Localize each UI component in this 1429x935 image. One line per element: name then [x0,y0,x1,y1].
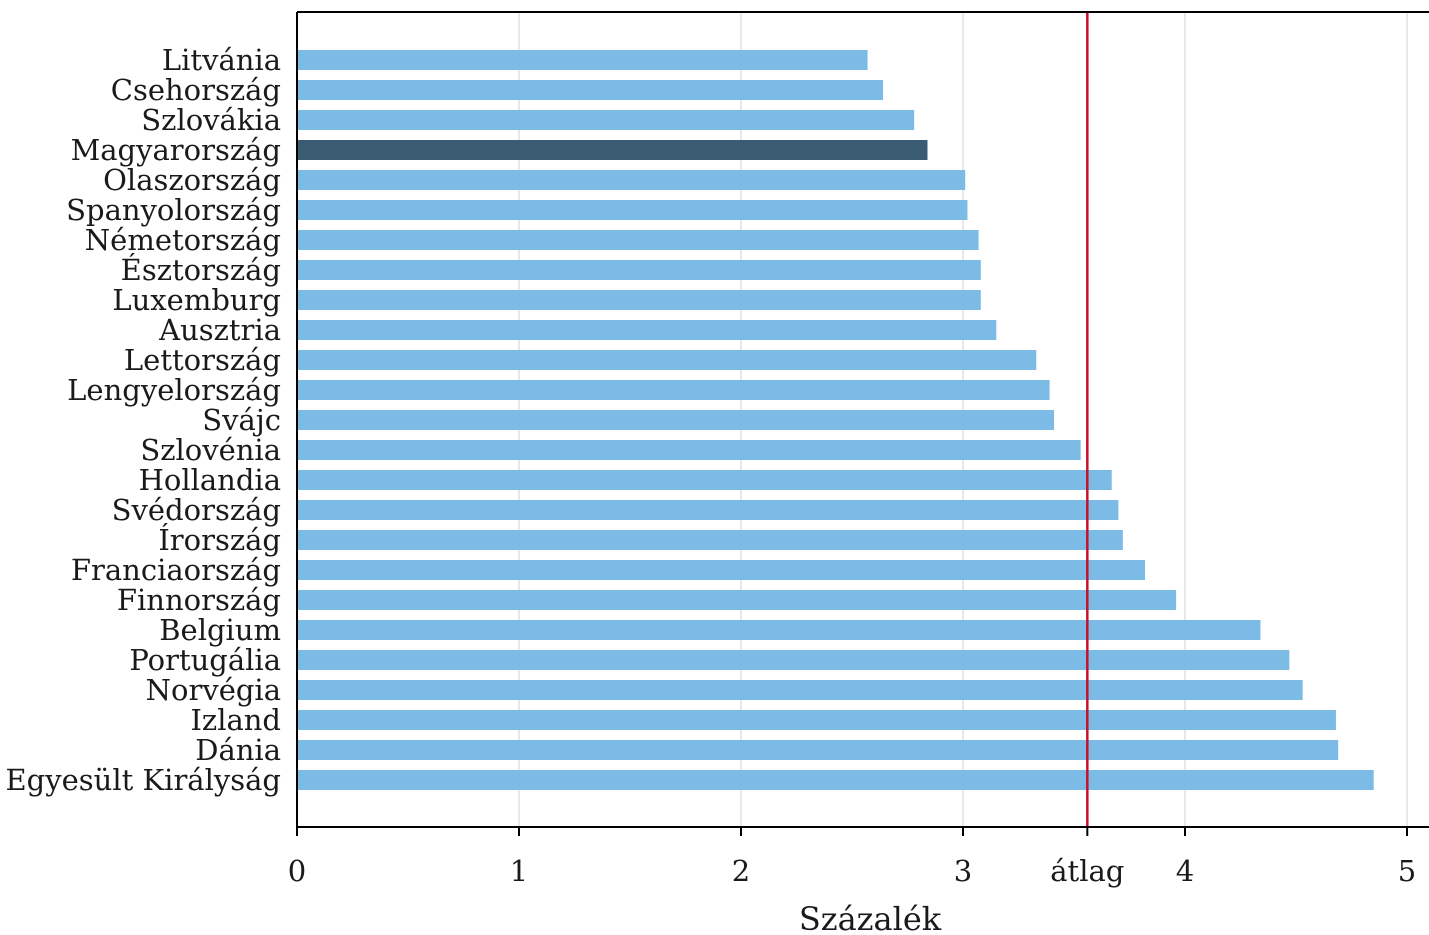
bar-4 [297,170,966,190]
bar-15 [297,500,1119,520]
category-label-18: Finnország [117,583,281,617]
bar-9 [297,320,997,340]
category-label-0: Litvánia [162,43,281,77]
category-label-5: Spanyolország [66,193,281,227]
category-label-17: Franciaország [71,553,281,587]
category-label-11: Lengyelország [67,373,281,407]
category-label-22: Izland [190,703,281,737]
category-label-10: Lettország [124,343,281,377]
x-tick-label-2: 2 [732,854,750,888]
x-axis-title: Százalék [799,900,942,935]
x-tick-label-4: 4 [1176,854,1194,888]
bar-20 [297,650,1290,670]
bar-23 [297,740,1339,760]
category-label-6: Németország [85,223,281,257]
bar-8 [297,290,981,310]
category-label-2: Szlovákia [141,103,281,137]
bar-17 [297,560,1146,580]
bar-0 [297,50,868,70]
axes [296,11,1429,828]
category-label-9: Ausztria [158,313,281,347]
bar-10 [297,350,1037,370]
bar-19 [297,620,1261,640]
category-label-1: Csehország [111,73,281,107]
bar-5 [297,200,968,220]
bar-24 [297,770,1374,790]
category-label-19: Belgium [159,613,281,647]
bar-7 [297,260,981,280]
category-label-14: Hollandia [139,463,281,497]
x-tick-label-5: 5 [1398,854,1416,888]
bar-18 [297,590,1177,610]
bar-3 [297,140,928,160]
bar-21 [297,680,1303,700]
category-label-8: Luxemburg [112,283,281,317]
category-label-16: Írország [158,522,281,557]
bar-12 [297,410,1055,430]
x-tick-label-3: 3 [954,854,972,888]
x-tick-labels: 0 1 2 3 4 5 [288,827,1416,888]
bar-11 [297,380,1050,400]
bars [297,50,1374,790]
category-labels: LitvániaCsehországSzlovákiaMagyarországO… [6,43,281,797]
bar-2 [297,110,915,130]
bar-13 [297,440,1081,460]
category-label-12: Svájc [202,403,281,437]
category-label-20: Portugália [129,643,281,677]
category-label-23: Dánia [195,733,281,767]
bar-1 [297,80,884,100]
category-label-4: Olaszország [103,163,281,197]
average-label: átlag [1050,854,1124,888]
category-label-13: Szlovénia [140,433,281,467]
x-tick-label-1: 1 [510,854,528,888]
bar-6 [297,230,979,250]
bar-14 [297,470,1112,490]
category-label-15: Svédország [112,493,281,527]
category-label-24: Egyesült Királyság [6,763,281,797]
x-tick-label-0: 0 [288,854,306,888]
bar-16 [297,530,1123,550]
category-label-7: Észtország [121,252,281,287]
average-marker: átlag [1050,12,1124,888]
bar-22 [297,710,1336,730]
category-label-21: Norvégia [146,673,281,707]
category-label-3: Magyarország [71,133,281,167]
